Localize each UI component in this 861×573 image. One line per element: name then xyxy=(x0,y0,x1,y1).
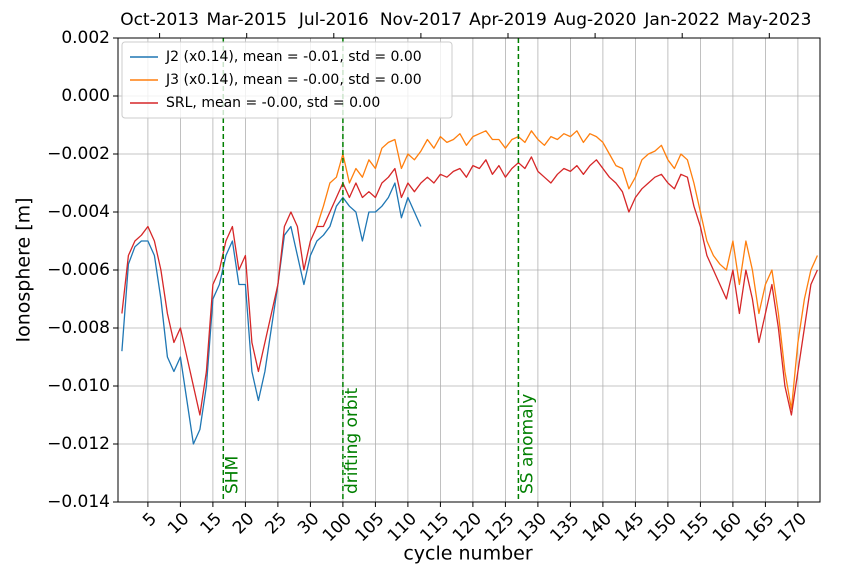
y-tick-label: −0.004 xyxy=(47,202,110,222)
legend-label: J2 (x0.14), mean = -0.01, std = 0.00 xyxy=(165,49,422,65)
x2-tick-label: Oct-2013 xyxy=(120,10,199,30)
y-tick-label: −0.012 xyxy=(47,434,110,454)
series-line xyxy=(121,182,422,445)
x2-tick-label: May-2023 xyxy=(727,10,811,30)
y-tick-label: 0.000 xyxy=(61,86,110,106)
annotation-label: SS anomaly xyxy=(517,394,537,494)
x-tick-label: 5 xyxy=(139,509,161,531)
x2-tick-label: Jan-2022 xyxy=(643,10,720,30)
y-tick-label: −0.010 xyxy=(47,376,110,396)
y-tick-label: −0.008 xyxy=(47,318,110,338)
x-tick-label: 130 xyxy=(514,509,551,546)
y-axis-label: Ionosphere [m] xyxy=(13,197,35,342)
x2-tick-label: Mar-2015 xyxy=(207,10,287,30)
y-tick-label: −0.006 xyxy=(47,260,110,280)
x-tick-label: 20 xyxy=(229,509,258,538)
x-tick-label: 155 xyxy=(676,509,713,546)
x-tick-label: 165 xyxy=(741,509,778,546)
x-tick-label: 150 xyxy=(644,509,681,546)
x2-tick-label: Jul-2016 xyxy=(298,10,369,30)
x-tick-label: 145 xyxy=(611,509,648,546)
x2-tick-label: Apr-2019 xyxy=(469,10,547,30)
x2-tick-label: Nov-2017 xyxy=(380,10,462,30)
x-tick-label: 135 xyxy=(546,509,583,546)
x-tick-label: 125 xyxy=(481,509,518,546)
series-line xyxy=(121,156,818,416)
x-tick-label: 170 xyxy=(774,509,811,546)
x-tick-label: 140 xyxy=(579,509,616,546)
x-tick-label: 160 xyxy=(709,509,746,546)
legend-label: J3 (x0.14), mean = -0.00, std = 0.00 xyxy=(165,72,422,88)
x-tick-label: 105 xyxy=(351,509,388,546)
annotation-label: SHM xyxy=(222,456,242,494)
series-line xyxy=(316,130,818,410)
plot-frame xyxy=(117,37,821,503)
x-tick-label: 15 xyxy=(197,509,226,538)
x-tick-label: 25 xyxy=(262,509,291,538)
x-tick-label: 110 xyxy=(384,509,421,546)
x-axis-label: cycle number xyxy=(403,543,532,565)
x-tick-label: 30 xyxy=(294,509,323,538)
legend-label: SRL, mean = -0.00, std = 0.00 xyxy=(166,95,380,111)
x2-tick-label: Aug-2020 xyxy=(554,10,637,30)
x-tick-label: 115 xyxy=(416,509,453,546)
y-tick-label: −0.014 xyxy=(47,492,110,512)
annotation-label: drifting orbit xyxy=(342,388,362,494)
x-tick-label: 120 xyxy=(449,509,486,546)
x-tick-label: 100 xyxy=(319,509,356,546)
x-tick-label: 10 xyxy=(164,509,193,538)
y-tick-label: −0.002 xyxy=(47,144,110,164)
legend-box xyxy=(121,41,453,119)
y-tick-label: 0.002 xyxy=(61,28,110,48)
